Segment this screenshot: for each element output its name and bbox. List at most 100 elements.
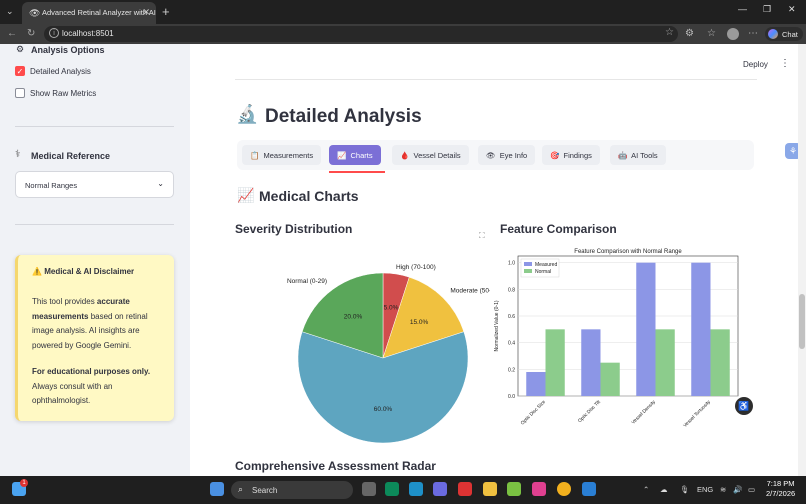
scrollbar[interactable] bbox=[798, 44, 806, 476]
reference-select[interactable]: Normal Ranges ⌄ bbox=[15, 171, 174, 198]
disclaimer-paragraph-2: For educational purposes only. Always co… bbox=[32, 365, 162, 409]
severity-pie-chart: 5.0% High (70-100) 15.0% Moderate (50-69) 60… bbox=[287, 264, 490, 444]
app-icon[interactable] bbox=[507, 482, 521, 496]
disclaimer-title-text: Medical & AI Disclaimer bbox=[44, 267, 135, 276]
chevron-up-icon[interactable]: ⌃ bbox=[643, 485, 650, 494]
disclaimer-text: based on retinal image analysis. AI insi… bbox=[32, 311, 148, 350]
deploy-button[interactable]: Deploy bbox=[743, 60, 768, 69]
restore-icon[interactable]: ❐ bbox=[763, 4, 772, 14]
pie-slice-label: Normal (0-29) bbox=[287, 278, 327, 285]
app-icon[interactable] bbox=[458, 482, 472, 496]
taskbar: 1 ⌕ Search ⌃ ☁ 🎙 ENG ≋ 🔊 ▭ 7:18 PM 2/7/2… bbox=[0, 476, 806, 504]
app-icon[interactable] bbox=[532, 482, 546, 496]
section-title: Analysis Options bbox=[31, 45, 105, 55]
chrome-icon[interactable] bbox=[557, 482, 571, 496]
sidebar: ⚙ Analysis Options ✓ Detailed Analysis S… bbox=[0, 44, 190, 476]
reload-icon[interactable]: ↻ bbox=[27, 28, 36, 39]
x-tick-label: Vessel Density bbox=[630, 399, 657, 426]
bookmark-star-icon[interactable]: ☆ bbox=[665, 27, 674, 38]
severity-title: Severity Distribution bbox=[235, 222, 353, 236]
battery-icon[interactable]: ▭ bbox=[748, 485, 756, 494]
disclaimer-bold-text: For educational purposes only. bbox=[32, 367, 151, 376]
assistant-fab-icon[interactable]: ♿ bbox=[735, 397, 753, 415]
legend-swatch bbox=[524, 262, 532, 266]
site-info-icon[interactable]: i bbox=[49, 28, 59, 38]
header-divider bbox=[235, 79, 757, 80]
tab-measurements[interactable]: 📋 Measurements bbox=[242, 145, 322, 165]
y-tick-label: 0.6 bbox=[508, 314, 515, 320]
address-bar[interactable]: i localhost:8501 ☆ bbox=[44, 26, 678, 42]
language-indicator[interactable]: ENG bbox=[697, 485, 714, 494]
medical-reference-title: Medical Reference bbox=[31, 151, 111, 161]
wifi-icon[interactable]: ≋ bbox=[720, 485, 727, 494]
disclaimer-bold-text: accurate measurements bbox=[32, 297, 130, 321]
sidebar-toggle-icon[interactable]: ⚘ bbox=[785, 143, 801, 159]
chat-button[interactable]: Chat bbox=[765, 27, 803, 41]
notification-badge: 1 bbox=[20, 479, 28, 487]
start-icon[interactable] bbox=[210, 482, 224, 496]
feature-title: Feature Comparison bbox=[500, 222, 617, 236]
chat-label: Chat bbox=[782, 30, 798, 39]
legend-swatch bbox=[524, 269, 532, 273]
chart-title: Feature Comparison with Normal Range bbox=[574, 249, 682, 255]
legend-label: Measured bbox=[535, 262, 557, 268]
clipboard-icon: 📋 bbox=[250, 151, 260, 160]
tab-label: AI Tools bbox=[631, 151, 658, 160]
stethoscope-icon: ⚕ bbox=[15, 149, 21, 160]
cloud-icon[interactable]: ☁ bbox=[660, 485, 668, 494]
sidebar-divider bbox=[15, 126, 174, 127]
disclaimer-card: ⚠️ Medical & AI Disclaimer This tool pro… bbox=[15, 255, 174, 421]
microphone-icon[interactable]: 🎙 bbox=[680, 485, 690, 494]
bar-normal bbox=[545, 329, 565, 396]
minimize-icon[interactable]: — bbox=[738, 4, 747, 14]
reference-select-value: Normal Ranges bbox=[25, 181, 78, 190]
detailed-analysis-checkbox[interactable]: ✓ bbox=[15, 66, 25, 76]
close-window-icon[interactable]: ✕ bbox=[788, 4, 796, 14]
x-tick-label: Optic Disc Tilt bbox=[577, 399, 602, 424]
pie-slice-label: High (70-100) bbox=[396, 264, 436, 271]
tab-label: Findings bbox=[563, 151, 592, 160]
tab-eye-info[interactable]: 👁 Eye Info bbox=[478, 145, 536, 165]
vscode-icon[interactable] bbox=[582, 482, 596, 496]
clock[interactable]: 7:18 PM 2/7/2026 bbox=[766, 479, 795, 499]
extensions-icon[interactable]: ⚙ bbox=[685, 28, 694, 39]
microscope-icon: 🔬 bbox=[236, 104, 259, 124]
tab-vessel-details[interactable]: 🩸 Vessel Details bbox=[392, 145, 469, 165]
tab-charts[interactable]: 📈 Charts bbox=[329, 145, 381, 165]
file-explorer-icon[interactable] bbox=[483, 482, 497, 496]
browser-tab[interactable]: 👁 Advanced Retinal Analyzer with AI ✕ bbox=[22, 2, 156, 24]
more-menu-icon[interactable]: ⋯ bbox=[748, 28, 758, 39]
back-icon[interactable]: ← bbox=[7, 28, 17, 39]
tab-label: Eye Info bbox=[499, 151, 528, 160]
main-menu-icon[interactable]: ⋮ bbox=[780, 58, 790, 69]
url-text: localhost:8501 bbox=[62, 29, 114, 38]
task-view-icon[interactable] bbox=[362, 482, 376, 496]
tab-label: Charts bbox=[350, 151, 373, 160]
close-tab-icon[interactable]: ✕ bbox=[142, 7, 150, 17]
bar-normal bbox=[655, 329, 675, 396]
edge-icon[interactable] bbox=[409, 482, 423, 496]
legend-label: Normal bbox=[535, 269, 551, 275]
photos-icon[interactable] bbox=[433, 482, 447, 496]
bar-measured bbox=[636, 262, 656, 396]
eye-icon: 👁 bbox=[486, 151, 496, 160]
bar-measured bbox=[526, 372, 546, 396]
volume-icon[interactable]: 🔊 bbox=[733, 485, 743, 494]
new-tab-icon[interactable]: + bbox=[162, 4, 170, 19]
clock-time: 7:18 PM bbox=[766, 479, 795, 488]
tab-findings[interactable]: 🎯 Findings bbox=[542, 145, 600, 165]
scrollbar-thumb[interactable] bbox=[799, 294, 805, 349]
pie-slice bbox=[301, 272, 384, 359]
y-tick-label: 0.0 bbox=[508, 394, 515, 400]
fullscreen-icon[interactable]: ⛶ bbox=[479, 231, 485, 240]
store-icon[interactable] bbox=[385, 482, 399, 496]
y-axis-label: Normalized Value (0-1) bbox=[494, 300, 500, 351]
x-tick-label: Optic Disc Size bbox=[520, 399, 547, 426]
favorites-icon[interactable]: ☆ bbox=[707, 28, 716, 39]
pie-pct-label: 15.0% bbox=[410, 319, 429, 326]
tab-ai-tools[interactable]: 🤖 AI Tools bbox=[610, 145, 666, 165]
show-raw-metrics-checkbox[interactable] bbox=[15, 88, 25, 98]
taskbar-search[interactable]: ⌕ Search bbox=[231, 481, 353, 499]
tab-list-icon[interactable]: ⌄ bbox=[6, 6, 14, 16]
profile-avatar[interactable] bbox=[727, 28, 739, 40]
